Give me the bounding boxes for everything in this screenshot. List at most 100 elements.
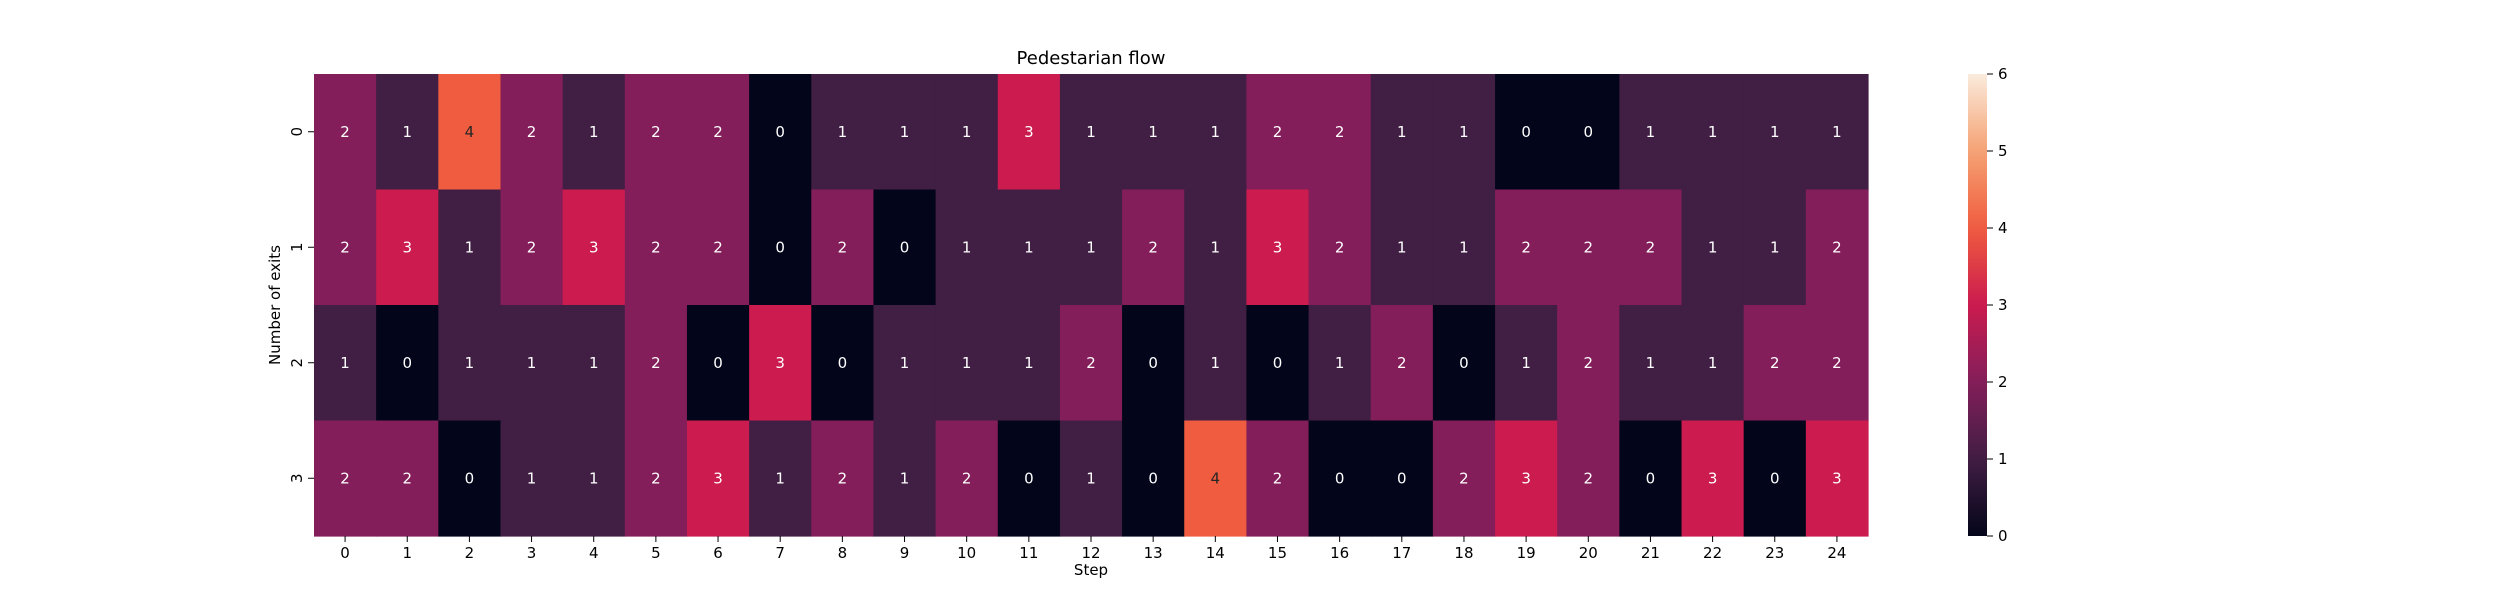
x-tick-label: 24 bbox=[1827, 544, 1846, 562]
cell-value-label: 1 bbox=[589, 354, 599, 372]
x-tick-label: 17 bbox=[1392, 544, 1411, 562]
heatmap-cell bbox=[997, 189, 1061, 306]
cell-value-label: 2 bbox=[713, 123, 723, 141]
heatmap-cell bbox=[1184, 74, 1247, 191]
cell-value-label: 1 bbox=[962, 238, 972, 256]
heatmap-cell bbox=[562, 420, 626, 537]
cell-value-label: 1 bbox=[402, 123, 412, 141]
heatmap-cell bbox=[438, 74, 502, 191]
cell-value-label: 1 bbox=[589, 123, 599, 141]
heatmap-cell bbox=[500, 74, 564, 191]
heatmap-cell bbox=[376, 420, 439, 537]
cell-value-label: 1 bbox=[1770, 238, 1780, 256]
chart-title: Pedestarian flow bbox=[1017, 48, 1166, 69]
heatmap-cell bbox=[1370, 305, 1434, 422]
x-tick-label: 15 bbox=[1268, 544, 1287, 562]
cell-value-label: 0 bbox=[1273, 354, 1283, 372]
cell-value-label: 1 bbox=[1708, 354, 1718, 372]
cell-value-label: 3 bbox=[1708, 469, 1718, 487]
heatmap-cell bbox=[997, 74, 1061, 191]
colorbar-tick-label: 0 bbox=[1998, 527, 2008, 545]
cell-value-label: 3 bbox=[1273, 238, 1283, 256]
cell-value-label: 2 bbox=[1770, 354, 1780, 372]
cell-value-label: 2 bbox=[1521, 238, 1531, 256]
cell-value-label: 2 bbox=[340, 469, 350, 487]
y-axis-label: Number of exits bbox=[266, 245, 284, 365]
x-tick-label: 20 bbox=[1579, 544, 1598, 562]
cell-value-label: 1 bbox=[775, 469, 785, 487]
cell-value-label: 1 bbox=[1459, 238, 1469, 256]
heatmap-cell bbox=[935, 420, 999, 537]
cell-value-label: 2 bbox=[1086, 354, 1096, 372]
cell-value-label: 1 bbox=[589, 469, 599, 487]
heatmap-cell bbox=[935, 189, 999, 306]
heatmap-cells: 2 1 4 2 1 2 2 0 1 1 1 3 1 1 1 2 2 1 1 0 0 1 1 1 1 2 3 1 2 3 2 2 0 2 0 1 1 1 2 1… bbox=[314, 74, 1869, 537]
cell-value-label: 1 bbox=[900, 469, 910, 487]
cell-value-label: 0 bbox=[1521, 123, 1531, 141]
cell-value-label: 0 bbox=[775, 238, 785, 256]
y-tick-label: 0 bbox=[288, 127, 306, 137]
cell-value-label: 1 bbox=[1397, 238, 1407, 256]
heatmap-cell bbox=[1370, 74, 1434, 191]
heatmap-cell bbox=[376, 189, 439, 306]
cell-value-label: 1 bbox=[1024, 354, 1034, 372]
heatmap-cell bbox=[314, 420, 377, 537]
cell-value-label: 0 bbox=[465, 469, 475, 487]
cell-value-label: 2 bbox=[1646, 238, 1656, 256]
heatmap-cell bbox=[1557, 420, 1620, 537]
y-tick-label: 3 bbox=[288, 473, 306, 483]
heatmap-cell bbox=[1557, 189, 1620, 306]
heatmap-cell bbox=[1370, 420, 1434, 537]
heatmap-cell bbox=[438, 305, 502, 422]
heatmap-cell bbox=[1059, 305, 1123, 422]
heatmap-cell bbox=[562, 189, 626, 306]
cell-value-label: 0 bbox=[1584, 123, 1594, 141]
x-tick-label: 0 bbox=[340, 544, 350, 562]
heatmap-cell bbox=[1184, 189, 1247, 306]
x-tick-label: 9 bbox=[900, 544, 910, 562]
heatmap-cell bbox=[376, 305, 439, 422]
heatmap-cell bbox=[686, 74, 750, 191]
heatmap-cell bbox=[1122, 74, 1185, 191]
heatmap-cell bbox=[1184, 420, 1247, 537]
cell-value-label: 1 bbox=[1459, 123, 1469, 141]
x-tick-label: 4 bbox=[589, 544, 599, 562]
heatmap-cell bbox=[1495, 189, 1558, 306]
cell-value-label: 0 bbox=[900, 238, 910, 256]
cell-value-label: 1 bbox=[1086, 469, 1096, 487]
cell-value-label: 1 bbox=[465, 354, 475, 372]
heatmap-cell bbox=[1370, 189, 1434, 306]
cell-value-label: 1 bbox=[465, 238, 475, 256]
cell-value-label: 1 bbox=[838, 123, 848, 141]
cell-value-label: 1 bbox=[1770, 123, 1780, 141]
heatmap-cell bbox=[1059, 189, 1123, 306]
x-tick-label: 22 bbox=[1703, 544, 1722, 562]
heatmap-cell bbox=[1619, 189, 1683, 306]
cell-value-label: 1 bbox=[1397, 123, 1407, 141]
heatmap-cell bbox=[873, 420, 937, 537]
heatmap-cell bbox=[811, 420, 875, 537]
heatmap-cell bbox=[376, 74, 439, 191]
heatmap-cell bbox=[997, 420, 1061, 537]
cell-value-label: 1 bbox=[962, 354, 972, 372]
heatmap-cell bbox=[1805, 189, 1869, 306]
cell-value-label: 2 bbox=[402, 469, 412, 487]
heatmap-cell bbox=[1122, 305, 1185, 422]
cell-value-label: 0 bbox=[1335, 469, 1345, 487]
cell-value-label: 1 bbox=[900, 123, 910, 141]
colorbar bbox=[1968, 74, 1987, 536]
heatmap-cell bbox=[1743, 420, 1807, 537]
heatmap-cell bbox=[624, 420, 688, 537]
heatmap-cell bbox=[1432, 189, 1496, 306]
cell-value-label: 1 bbox=[527, 354, 537, 372]
heatmap-cell bbox=[686, 420, 750, 537]
heatmap-cell bbox=[1805, 420, 1869, 537]
heatmap-cell bbox=[1308, 74, 1372, 191]
x-tick-label: 1 bbox=[402, 544, 412, 562]
cell-value-label: 1 bbox=[1211, 238, 1221, 256]
heatmap-cell bbox=[935, 305, 999, 422]
cell-value-label: 1 bbox=[1646, 354, 1656, 372]
cell-value-label: 1 bbox=[900, 354, 910, 372]
heatmap-cell bbox=[438, 189, 502, 306]
x-tick-label: 21 bbox=[1641, 544, 1660, 562]
